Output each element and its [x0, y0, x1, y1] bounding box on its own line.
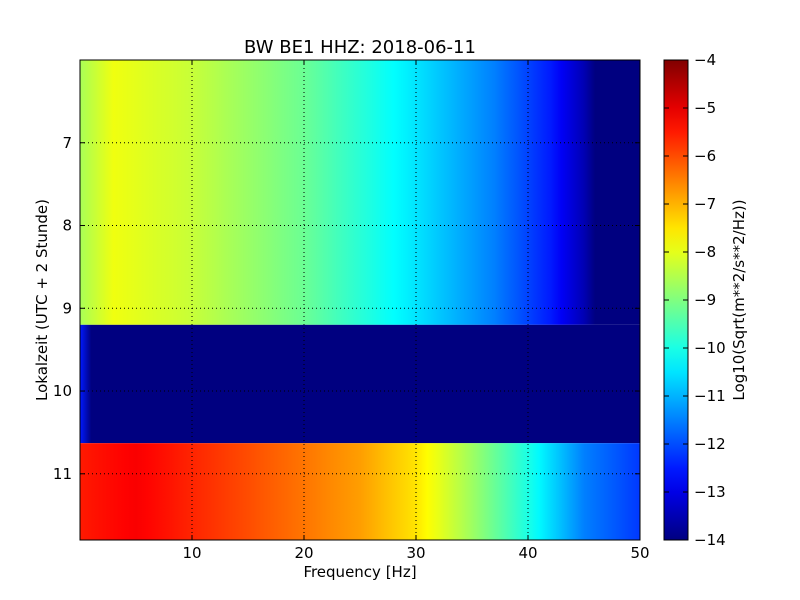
colorbar-tick-label: −6 — [694, 147, 716, 165]
colorbar-tick-label: −9 — [694, 291, 716, 309]
spectrogram-segment — [80, 60, 640, 325]
y-tick-label: 8 — [62, 217, 72, 235]
colorbar-tick-label: −5 — [694, 99, 716, 117]
x-axis-label: Frequency [Hz] — [303, 563, 416, 581]
plot-frame — [79, 59, 641, 541]
plot-area — [80, 60, 640, 540]
colorbar-ticks: −14 −13 −12 −11 −10 −9 −8 −7 −6 −5 −4 — [664, 51, 726, 549]
x-tick-label: 30 — [406, 544, 425, 562]
spectrogram-segment — [80, 324, 640, 444]
spectrogram-segment — [80, 443, 640, 540]
colorbar-label: Log10(Sqrt(m**2/s**2/Hz)) — [730, 199, 748, 400]
colorbar-tick-label: −14 — [694, 531, 726, 549]
colorbar-tick-label: −11 — [694, 387, 726, 405]
chart-title: BW BE1 HHZ: 2018-06-11 — [244, 37, 476, 58]
colorbar-tick-label: −4 — [694, 51, 716, 69]
grid-lines — [80, 60, 640, 540]
colorbar-tick-label: −13 — [694, 483, 726, 501]
y-tick-label: 11 — [53, 465, 72, 483]
y-axis-label: Lokalzeit (UTC + 2 Stunde) — [33, 199, 51, 401]
colorbar-tick-label: −8 — [694, 243, 716, 261]
x-axis-ticks: 10 20 30 40 50 — [182, 60, 650, 562]
y-tick-label: 7 — [62, 134, 72, 152]
x-tick-label: 50 — [630, 544, 649, 562]
x-tick-label: 20 — [294, 544, 313, 562]
colorbar-tick-label: −10 — [694, 339, 726, 357]
y-tick-label: 9 — [62, 299, 72, 317]
x-tick-label: 40 — [518, 544, 537, 562]
x-tick-label: 10 — [182, 544, 201, 562]
y-axis-ticks: 7 8 9 10 11 — [53, 134, 640, 483]
colorbar-tick-label: −12 — [694, 435, 726, 453]
y-tick-label: 10 — [53, 382, 72, 400]
colorbar-tick-label: −7 — [694, 195, 716, 213]
